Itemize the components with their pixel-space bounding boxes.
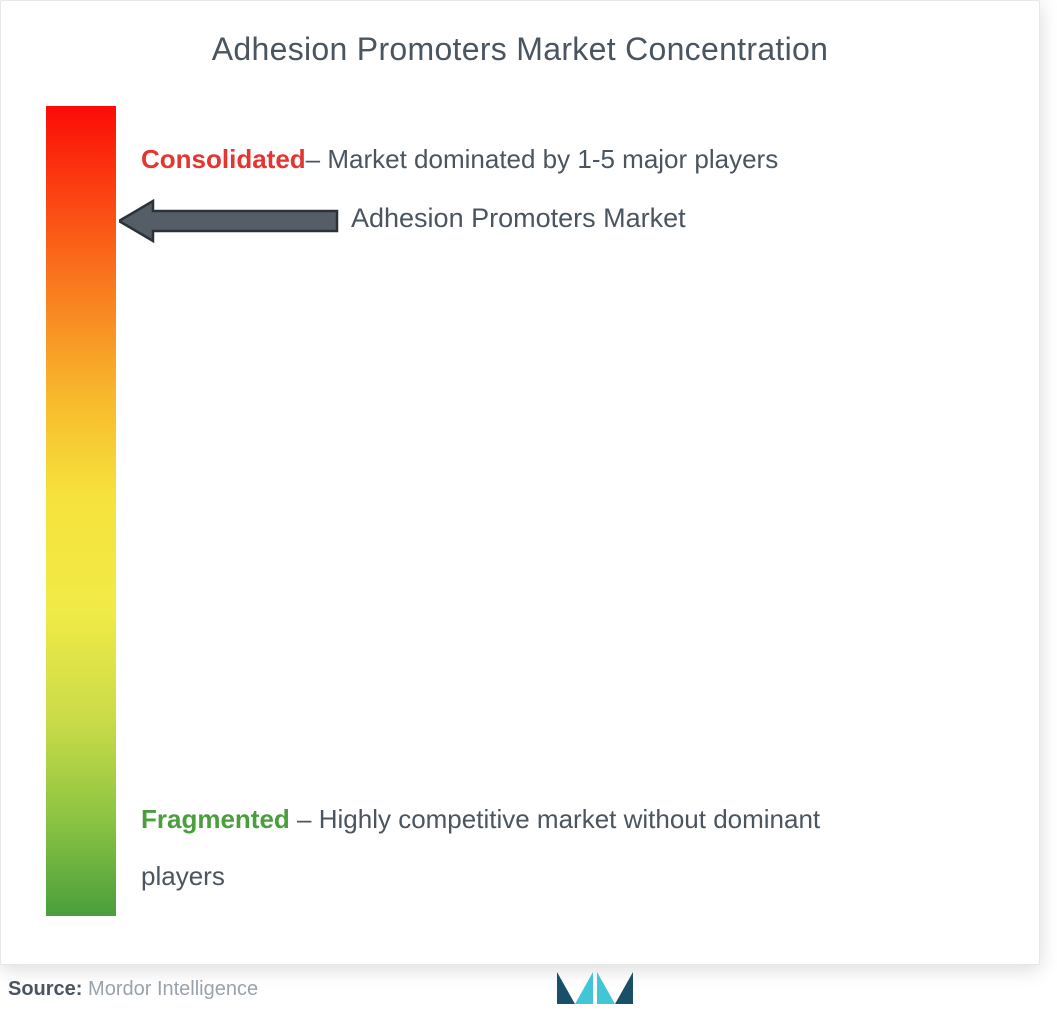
mordor-logo-icon xyxy=(555,968,635,1008)
consolidated-label-block: Consolidated– Market dominated by 1-5 ma… xyxy=(141,131,901,188)
marker-arrow xyxy=(119,199,339,243)
consolidated-desc: – Market dominated by 1-5 major players xyxy=(306,144,779,174)
source-prefix: Source: xyxy=(8,978,82,1000)
fragmented-label-block: Fragmented – Highly competitive market w… xyxy=(141,791,901,905)
market-marker-label: Adhesion Promoters Market xyxy=(351,203,686,234)
source-name: Mordor Intelligence xyxy=(88,978,258,1000)
chart-title: Adhesion Promoters Market Concentration xyxy=(1,1,1039,68)
source-attribution: Source: Mordor Intelligence xyxy=(8,978,258,1001)
info-card: Adhesion Promoters Market Concentration xyxy=(0,0,1040,965)
consolidated-word: Consolidated xyxy=(141,144,306,174)
fragmented-word: Fragmented xyxy=(141,804,290,834)
concentration-gradient-bar xyxy=(46,106,116,916)
